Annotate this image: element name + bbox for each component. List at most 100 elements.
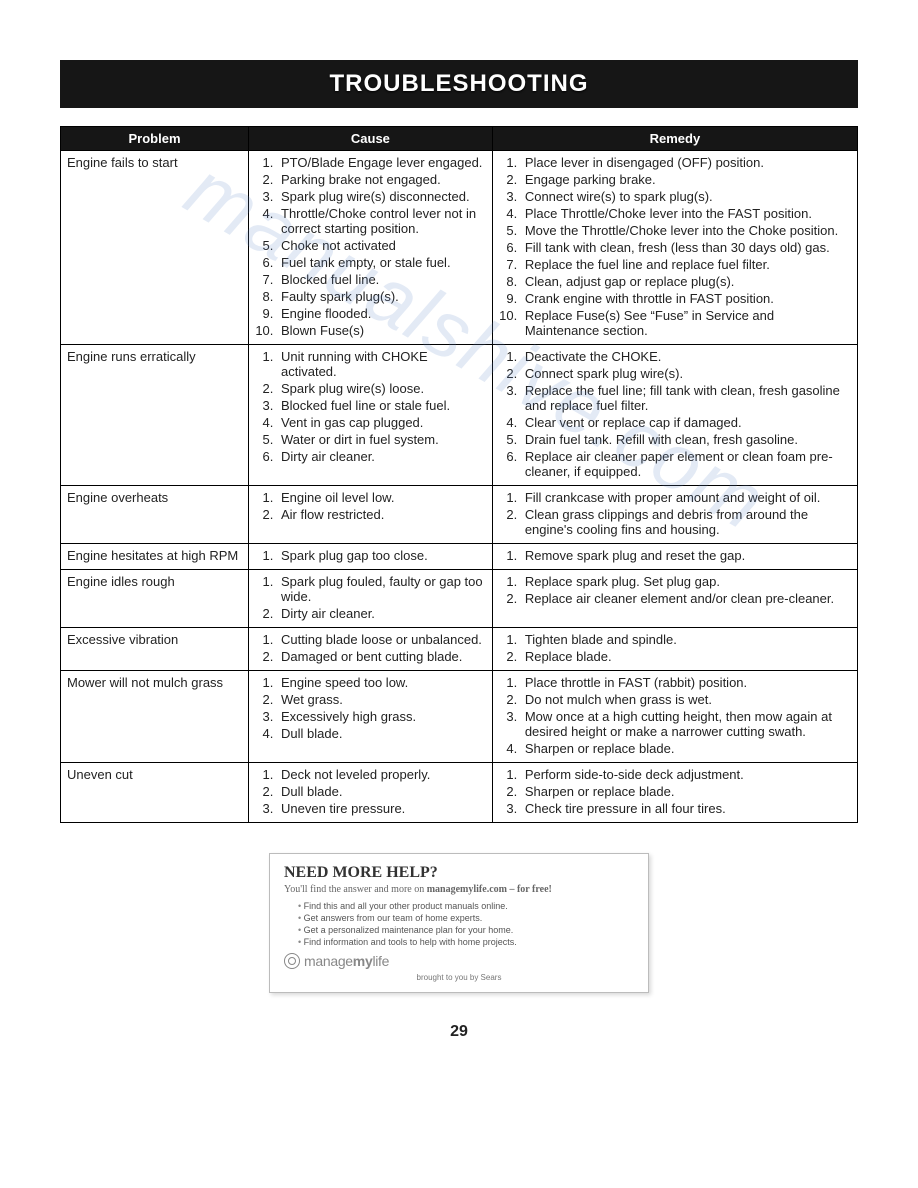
remedy-item: Replace blade. <box>521 649 851 664</box>
cause-item: Dirty air cleaner. <box>277 449 486 464</box>
cause-item: Unit running with CHOKE activated. <box>277 349 486 379</box>
cause-item: Blocked fuel line. <box>277 272 486 287</box>
cell-cause: Unit running with CHOKE activated. Spark … <box>249 345 493 486</box>
table-row: Engine hesitates at high RPMSpark plug g… <box>61 544 858 570</box>
table-row: Uneven cut Deck not leveled properly. Dull… <box>61 763 858 823</box>
remedy-item: Remove spark plug and reset the gap. <box>521 548 851 563</box>
managemylife-icon <box>284 953 300 969</box>
helpbox-bullet: Find information and tools to help with … <box>298 937 634 947</box>
cell-cause: Spark plug fouled, faulty or gap too wid… <box>249 570 493 628</box>
cause-item: Vent in gas cap plugged. <box>277 415 486 430</box>
remedy-item: Fill tank with clean, fresh (less than 3… <box>521 240 851 255</box>
cause-item: Engine speed too low. <box>277 675 486 690</box>
cause-item: Throttle/Choke control lever not in corr… <box>277 206 486 236</box>
remedy-item: Sharpen or replace blade. <box>521 741 851 756</box>
table-row: Engine idles roughSpark plug fouled, fau… <box>61 570 858 628</box>
cell-problem: Engine runs erratically <box>61 345 249 486</box>
remedy-item: Sharpen or replace blade. <box>521 784 851 799</box>
remedy-item: Deactivate the CHOKE. <box>521 349 851 364</box>
cause-item: Spark plug fouled, faulty or gap too wid… <box>277 574 486 604</box>
helpbox-bullet: Find this and all your other product man… <box>298 901 634 911</box>
cause-item: Water or dirt in fuel system. <box>277 432 486 447</box>
helpbox-bullet: Get answers from our team of home expert… <box>298 913 634 923</box>
cell-remedy: Fill crankcase with proper amount and we… <box>492 486 857 544</box>
remedy-item: Drain fuel tank. Refill with clean, fres… <box>521 432 851 447</box>
page-number: 29 <box>60 1023 858 1041</box>
remedy-item: Replace the fuel line; fill tank with cl… <box>521 383 851 413</box>
cause-item: Engine oil level low. <box>277 490 486 505</box>
logo-bold: my <box>353 953 373 969</box>
remedy-item: Tighten blade and spindle. <box>521 632 851 647</box>
remedy-item: Engage parking brake. <box>521 172 851 187</box>
remedy-item: Place lever in disengaged (OFF) position… <box>521 155 851 170</box>
table-row: Engine fails to startPTO/Blade Engage le… <box>61 151 858 345</box>
cause-item: Parking brake not engaged. <box>277 172 486 187</box>
page: manualshive.com TROUBLESHOOTING Problem … <box>0 0 918 1071</box>
remedy-item: Place Throttle/Choke lever into the FAST… <box>521 206 851 221</box>
cause-item: Dull blade. <box>277 784 486 799</box>
cell-problem: Excessive vibration <box>61 628 249 671</box>
cause-item: Engine flooded. <box>277 306 486 321</box>
remedy-item: Connect spark plug wire(s). <box>521 366 851 381</box>
table-row: Engine runs erraticallyUnit running with… <box>61 345 858 486</box>
col-problem: Problem <box>61 127 249 151</box>
remedy-item: Replace Fuse(s) See “Fuse” in Service an… <box>521 308 851 338</box>
helpbox-brought-by: brought to you by Sears <box>284 973 634 982</box>
cell-remedy: Remove spark plug and reset the gap. <box>492 544 857 570</box>
cell-problem: Engine fails to start <box>61 151 249 345</box>
cell-cause: Cutting blade loose or unbalanced.Damage… <box>249 628 493 671</box>
cause-item: Fuel tank empty, or stale fuel. <box>277 255 486 270</box>
cause-item: Dirty air cleaner. <box>277 606 486 621</box>
helpbox-subtitle: You'll find the answer and more on manag… <box>284 884 634 895</box>
cause-item: Spark plug wire(s) disconnected. <box>277 189 486 204</box>
cause-item: Blown Fuse(s) <box>277 323 486 338</box>
helpbox-subtitle-pre: You'll find the answer and more on <box>284 884 427 895</box>
cause-item: Air flow restricted. <box>277 507 486 522</box>
cause-item: Spark plug wire(s) loose. <box>277 381 486 396</box>
troubleshooting-table: Problem Cause Remedy Engine fails to sta… <box>60 126 858 823</box>
helpbox-subtitle-bold: managemylife.com – for free! <box>427 884 552 895</box>
remedy-item: Do not mulch when grass is wet. <box>521 692 851 707</box>
cause-item: Excessively high grass. <box>277 709 486 724</box>
cause-item: Faulty spark plug(s). <box>277 289 486 304</box>
managemylife-logo-text: managemylife <box>304 953 389 969</box>
cell-problem: Mower will not mulch grass <box>61 671 249 763</box>
cell-cause: Engine speed too low. Wet grass. Excessive… <box>249 671 493 763</box>
cell-remedy: Tighten blade and spindle. Replace blade. <box>492 628 857 671</box>
cause-item: Wet grass. <box>277 692 486 707</box>
cell-problem: Uneven cut <box>61 763 249 823</box>
cell-cause: Engine oil level low. Air flow restricted… <box>249 486 493 544</box>
remedy-item: Perform side-to-side deck adjustment. <box>521 767 851 782</box>
cell-cause: PTO/Blade Engage lever engaged.Parking b… <box>249 151 493 345</box>
remedy-item: Place throttle in FAST (rabbit) position… <box>521 675 851 690</box>
remedy-item: Check tire pressure in all four tires. <box>521 801 851 816</box>
remedy-item: Fill crankcase with proper amount and we… <box>521 490 851 505</box>
logo-post: life <box>372 953 389 969</box>
cause-item: Uneven tire pressure. <box>277 801 486 816</box>
helpbox-bullet: Get a personalized maintenance plan for … <box>298 925 634 935</box>
helpbox-bullets: Find this and all your other product man… <box>284 901 634 947</box>
cell-remedy: Perform side-to-side deck adjustment. Sha… <box>492 763 857 823</box>
remedy-item: Move the Throttle/Choke lever into the C… <box>521 223 851 238</box>
remedy-item: Clear vent or replace cap if damaged. <box>521 415 851 430</box>
remedy-item: Clean grass clippings and debris from ar… <box>521 507 851 537</box>
cause-item: Deck not leveled properly. <box>277 767 486 782</box>
cause-item: Dull blade. <box>277 726 486 741</box>
cell-cause: Deck not leveled properly. Dull blade. Une… <box>249 763 493 823</box>
cell-remedy: Deactivate the CHOKE. Connect spark plug … <box>492 345 857 486</box>
cause-item: Blocked fuel line or stale fuel. <box>277 398 486 413</box>
need-more-help-box: NEED MORE HELP? You'll find the answer a… <box>269 853 649 993</box>
remedy-item: Clean, adjust gap or replace plug(s). <box>521 274 851 289</box>
helpbox-logo: managemylife <box>284 953 634 969</box>
cell-remedy: Place throttle in FAST (rabbit) position… <box>492 671 857 763</box>
cell-cause: Spark plug gap too close. <box>249 544 493 570</box>
table-row: Engine overheats Engine oil level low. Air… <box>61 486 858 544</box>
cell-problem: Engine overheats <box>61 486 249 544</box>
remedy-item: Replace the fuel line and replace fuel f… <box>521 257 851 272</box>
cause-item: Spark plug gap too close. <box>277 548 486 563</box>
cell-remedy: Place lever in disengaged (OFF) position… <box>492 151 857 345</box>
cause-item: Damaged or bent cutting blade. <box>277 649 486 664</box>
page-title-bar: TROUBLESHOOTING <box>60 60 858 108</box>
table-header-row: Problem Cause Remedy <box>61 127 858 151</box>
helpbox-title: NEED MORE HELP? <box>284 864 634 882</box>
